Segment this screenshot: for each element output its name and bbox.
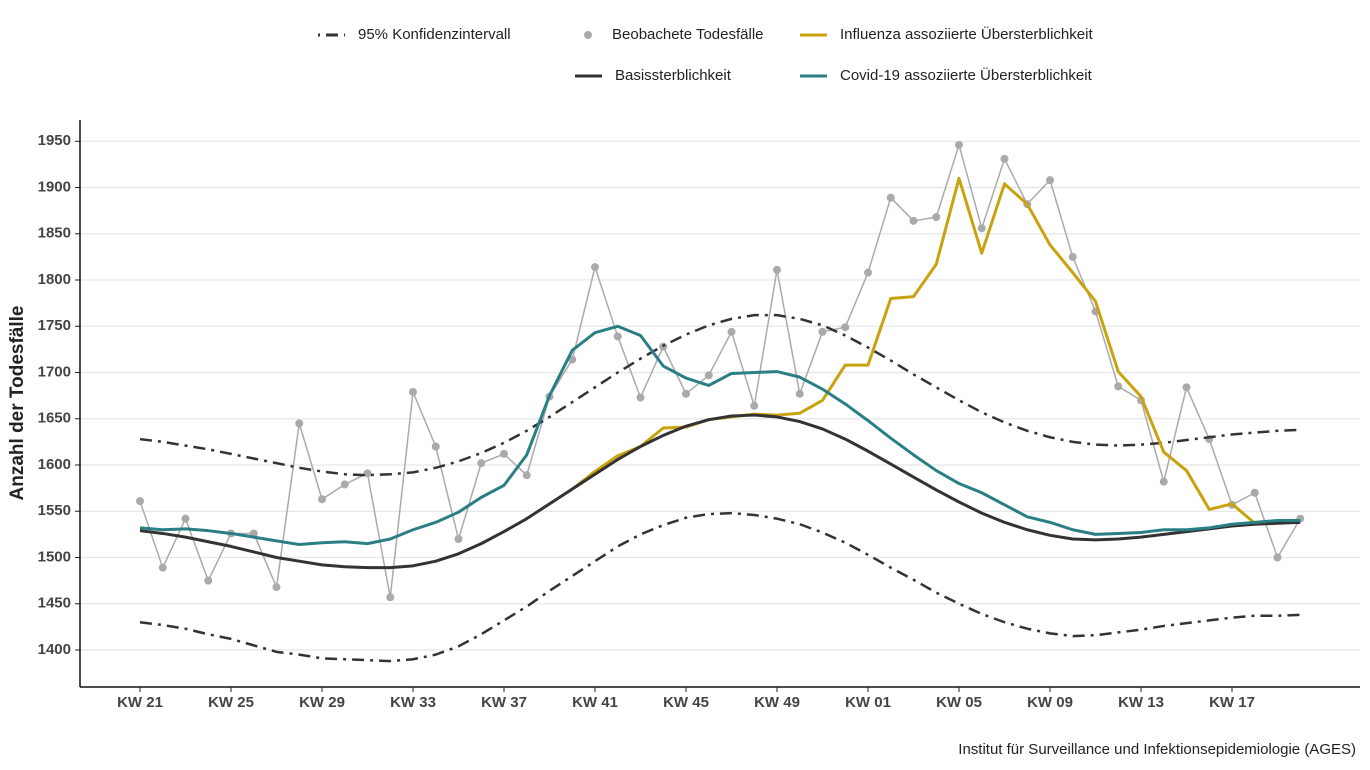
observed-point	[522, 471, 531, 480]
observed-point	[272, 583, 281, 592]
observed-point	[363, 469, 372, 478]
series-line	[571, 176, 1256, 525]
observed-point	[409, 387, 417, 396]
legend-label: Covid-19 assoziierte Übersterblichkeit	[840, 66, 1093, 84]
observed-point	[340, 480, 349, 489]
observed-point	[1046, 176, 1054, 185]
y-tick-label: 1700	[38, 363, 71, 380]
y-tick-label: 1950	[38, 132, 71, 149]
legend-label: 95% Konfidenzintervall	[358, 26, 511, 43]
observed-point	[886, 193, 895, 202]
x-tick-label: KW 49	[754, 694, 800, 711]
legend-label: Beobachete Todesfälle	[612, 26, 764, 43]
observed-point	[841, 323, 850, 332]
observed-point	[955, 140, 963, 149]
observed-point	[613, 332, 622, 341]
observed-point	[909, 216, 918, 225]
y-tick-label: 1650	[38, 410, 71, 427]
observed-point	[682, 389, 690, 398]
observed-point	[1182, 383, 1191, 392]
observed-point	[500, 449, 508, 458]
series-line	[139, 324, 1301, 547]
x-tick-label: KW 13	[1118, 694, 1164, 711]
x-tick-label: KW 17	[1209, 694, 1255, 711]
observed-point	[727, 327, 736, 336]
observed-point	[386, 593, 395, 602]
observed-line	[139, 144, 1301, 599]
observed-point	[773, 265, 781, 274]
ci-upper	[139, 313, 1301, 477]
ci-lower	[139, 511, 1301, 663]
observed-point	[818, 327, 827, 336]
observed-point	[136, 497, 144, 506]
observed-point	[1159, 477, 1168, 486]
y-tick-label: 1550	[38, 502, 71, 519]
x-tick-label: KW 09	[1027, 694, 1073, 711]
observed-point	[636, 393, 645, 402]
observed-point	[204, 576, 213, 585]
y-tick-label: 1800	[38, 271, 71, 288]
observed-point	[1000, 154, 1009, 163]
x-tick-label: KW 45	[663, 694, 709, 711]
observed-point	[1114, 382, 1123, 391]
x-tick-label: KW 29	[299, 694, 345, 711]
x-tick-label: KW 21	[117, 694, 163, 711]
observed-point	[477, 459, 486, 468]
y-axis-label: Anzahl der Todesfälle	[7, 306, 28, 501]
series-line	[139, 413, 1301, 570]
legend-label: Basissterblichkeit	[615, 67, 732, 84]
observed-point	[454, 535, 463, 544]
observed-point	[704, 371, 713, 380]
observed-point	[318, 495, 326, 504]
observed-point	[1273, 553, 1282, 562]
legend-symbol	[584, 31, 592, 39]
source: Institut für Surveillance und Infektions…	[958, 741, 1356, 758]
x-tick-label: KW 33	[390, 694, 436, 711]
y-tick-label: 1400	[38, 641, 71, 658]
y-tick-label: 1500	[38, 548, 71, 565]
observed-point	[158, 563, 167, 572]
x-tick-label: KW 25	[208, 694, 254, 711]
y-tick-label: 1600	[38, 456, 71, 473]
y-tick-label: 1750	[38, 317, 71, 334]
observed-point	[864, 268, 872, 277]
observed-point	[1068, 252, 1077, 261]
observed-point	[750, 401, 759, 410]
y-tick-label: 1850	[38, 225, 71, 242]
observed-point	[591, 263, 599, 272]
observed-point	[181, 514, 190, 523]
observed-point	[932, 213, 941, 222]
observed-point	[795, 389, 804, 398]
observed-point	[431, 442, 440, 451]
x-tick-label: KW 01	[845, 694, 891, 711]
y-tick-label: 1900	[38, 178, 71, 195]
x-tick-label: KW 37	[481, 694, 527, 711]
observed-point	[1250, 488, 1259, 497]
legend-label: Influenza assoziierte Übersterblichkeit	[840, 25, 1093, 43]
x-tick-label: KW 41	[572, 694, 618, 711]
y-tick-label: 1450	[38, 595, 71, 612]
x-tick-label: KW 05	[936, 694, 982, 711]
observed-point	[295, 419, 304, 428]
observed-point	[977, 224, 986, 233]
